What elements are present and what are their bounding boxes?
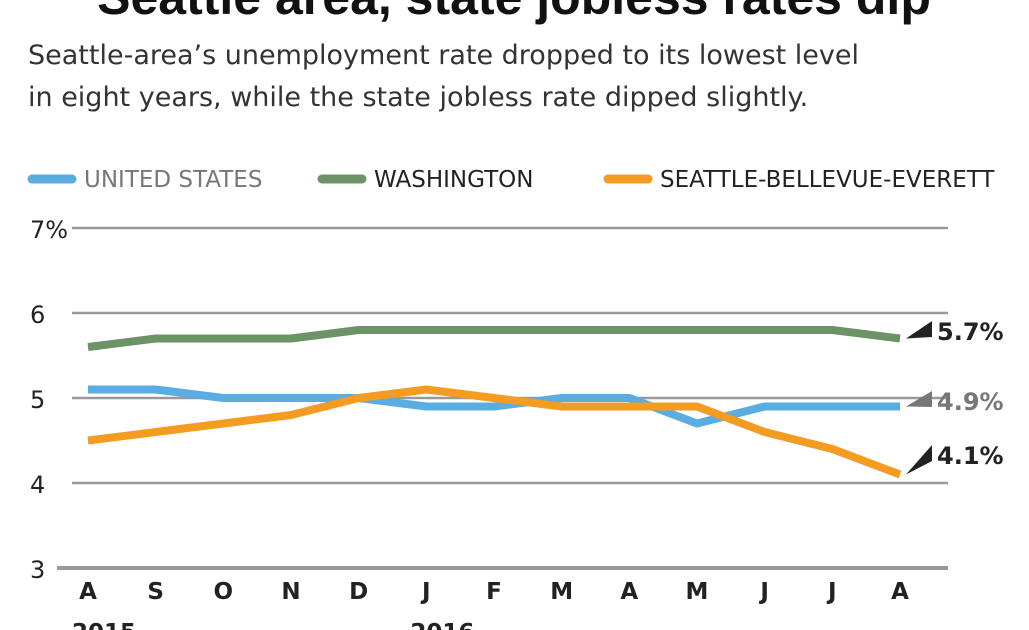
- legend: UNITED STATES WASHINGTON SEATTLE-BELLEVUE-…: [27, 167, 995, 193]
- x-tick-label: F: [486, 579, 502, 605]
- series-line: [88, 385, 900, 428]
- end-labels: 4.9% 5.7% 4.1%: [906, 318, 1004, 475]
- x-tick-label: N: [281, 579, 300, 605]
- x-tick-label: J: [758, 579, 769, 605]
- end-label: 4.9%: [937, 388, 1004, 416]
- x-tick-label: S: [147, 579, 164, 605]
- y-tick-label: 6: [30, 301, 45, 329]
- year-label: 2016: [410, 620, 474, 630]
- end-label-pointer: [906, 391, 932, 407]
- legend-label: SEATTLE-BELLEVUE-EVERETT: [660, 167, 995, 193]
- legend-label: UNITED STATES: [84, 167, 262, 193]
- x-tick-label: A: [79, 579, 97, 605]
- subtitle-line-1: Seattle-area’s unemployment rate dropped…: [28, 40, 859, 71]
- x-tick-label: J: [826, 579, 837, 605]
- y-axis-ticks: 7% 6 5 4 3: [30, 216, 68, 584]
- x-tick-label: D: [349, 579, 368, 605]
- x-tick-label: M: [686, 579, 709, 605]
- x-axis-ticks: A S O N D J F M A M J J A 2015 2016: [72, 579, 909, 630]
- end-label: 5.7%: [937, 318, 1004, 346]
- y-tick-label: 7%: [30, 216, 68, 244]
- year-label: 2015: [72, 620, 136, 630]
- x-tick-label: O: [214, 579, 234, 605]
- y-tick-label: 3: [30, 556, 45, 584]
- end-label-pointer: [906, 321, 932, 339]
- end-label-pointer: [906, 445, 932, 475]
- x-tick-label: A: [891, 579, 909, 605]
- subtitle-line-2: in eight years, while the state jobless …: [28, 82, 808, 113]
- x-tick-label: A: [620, 579, 638, 605]
- legend-label: WASHINGTON: [374, 167, 533, 193]
- x-tick-label: M: [550, 579, 573, 605]
- series-line: [87, 326, 901, 351]
- x-tick-label: J: [420, 579, 431, 605]
- chart-title: Seattle area, state jobless rates dip: [97, 0, 931, 25]
- end-label: 4.1%: [937, 442, 1004, 470]
- series-lines: [87, 326, 902, 479]
- y-tick-label: 4: [30, 471, 45, 499]
- y-tick-label: 5: [30, 386, 45, 414]
- series-line: [87, 385, 902, 479]
